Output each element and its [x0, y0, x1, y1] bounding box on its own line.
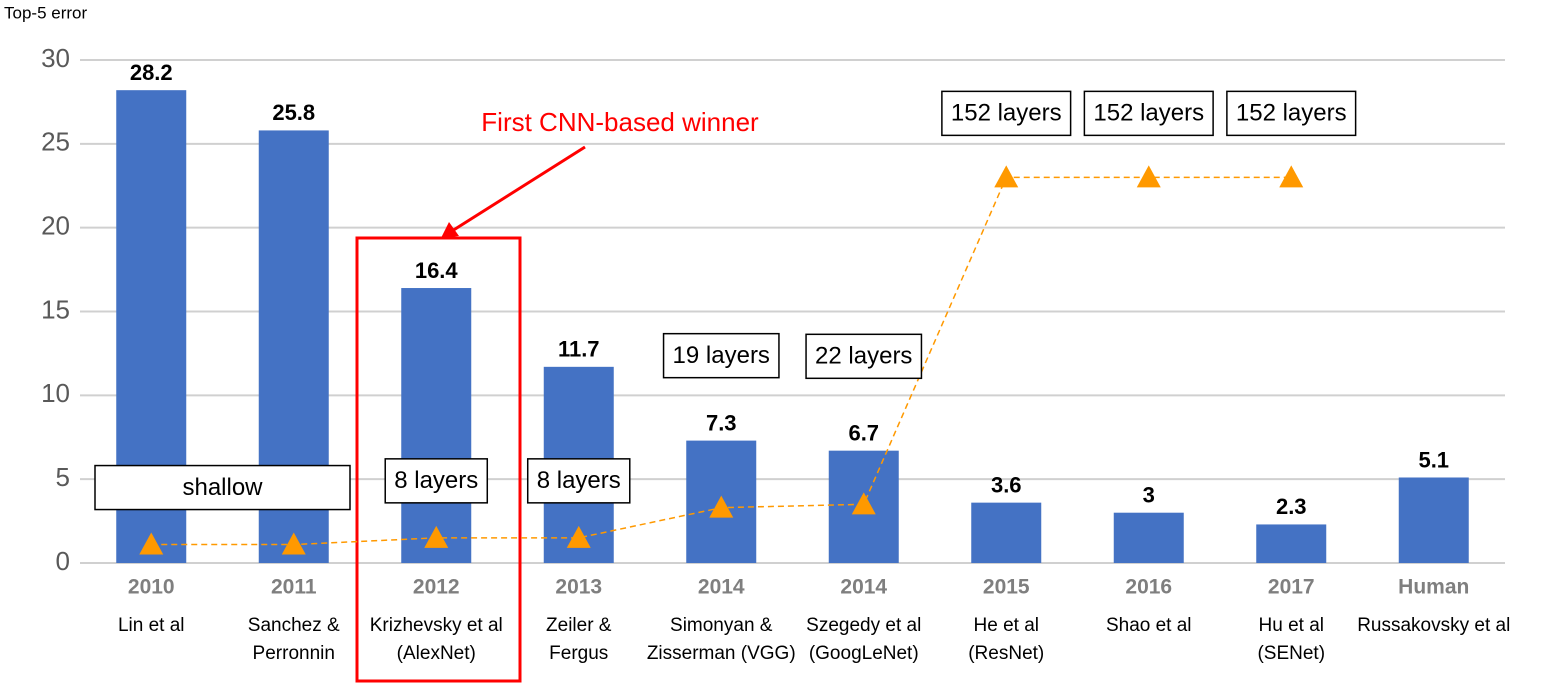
depth-marker: [1279, 165, 1304, 188]
highlight-box: [355, 236, 522, 683]
x-tick-label: 2014: [840, 576, 887, 599]
depth-marker: [566, 525, 591, 548]
value-label: 7.3: [706, 410, 737, 435]
layer-label: 152 layers: [1093, 100, 1204, 127]
layer-label: 8 layers: [537, 467, 621, 494]
y-tick-label: 10: [41, 378, 70, 408]
x-tick-label: 2012: [413, 576, 460, 599]
author-label: Perronnin: [253, 643, 335, 664]
value-label: 2.3: [1276, 494, 1307, 519]
layer-label: 152 layers: [1236, 100, 1347, 127]
layer-label: 22 layers: [815, 343, 912, 370]
author-label: (SENet): [1257, 643, 1325, 664]
depth-marker: [851, 492, 876, 515]
y-tick-label: 5: [56, 462, 70, 492]
y-tick-label: 30: [41, 43, 70, 73]
author-label: Zisserman (VGG): [647, 643, 796, 664]
layer-label: 152 layers: [951, 100, 1062, 127]
author-label: Russakovsky et al: [1357, 615, 1510, 636]
x-tick-label: 2014: [698, 576, 745, 599]
bar: [401, 288, 472, 563]
bar: [971, 502, 1042, 563]
value-label: 25.8: [272, 100, 315, 125]
value-label: 28.2: [130, 60, 173, 85]
value-label: 6.7: [848, 420, 879, 445]
x-tick-label: Human: [1398, 576, 1469, 599]
layer-box: [662, 332, 780, 379]
depth-marker: [994, 165, 1019, 188]
annotation-arrow: [451, 145, 586, 233]
layer-box: [941, 90, 1072, 137]
layer-label: shallow: [182, 474, 263, 501]
author-label: (GoogLeNet): [809, 643, 919, 664]
layer-box: [94, 464, 351, 511]
bar: [1256, 524, 1327, 563]
x-tick-label: 2017: [1268, 576, 1315, 599]
layer-box: [384, 458, 489, 504]
author-label: He et al: [974, 615, 1039, 636]
x-tick-label: 2010: [128, 576, 175, 599]
bar: [1398, 477, 1469, 563]
layer-label: 8 layers: [394, 467, 478, 494]
author-label: Simonyan &: [670, 615, 773, 636]
y-tick-label: 0: [56, 546, 70, 576]
y-tick-label: 20: [41, 211, 70, 241]
depth-marker: [139, 532, 164, 555]
x-tick-label: 2011: [271, 576, 317, 599]
author-label: Zeiler &: [546, 615, 612, 636]
depth-marker: [281, 532, 306, 555]
author-label: Fergus: [549, 643, 608, 664]
y-tick-label: 15: [41, 294, 70, 324]
author-label: Sanchez &: [248, 615, 340, 636]
value-label: 3: [1143, 483, 1155, 508]
y-axis-label: Top-5 error: [4, 3, 87, 22]
layer-box: [1226, 90, 1357, 137]
layer-label: 19 layers: [673, 342, 770, 369]
value-label: 11.7: [558, 337, 600, 362]
author-label: Szegedy et al: [806, 615, 921, 636]
author-label: Krizhevsky et al: [370, 615, 503, 636]
x-tick-label: 2013: [555, 576, 602, 599]
author-label: Lin et al: [118, 615, 185, 636]
author-label: (ResNet): [968, 643, 1044, 664]
x-tick-label: 2016: [1125, 576, 1172, 599]
value-label: 5.1: [1418, 447, 1449, 472]
depth-marker: [709, 495, 734, 518]
value-label: 16.4: [415, 258, 459, 283]
layer-box: [1083, 90, 1214, 137]
layer-box: [805, 333, 923, 380]
layer-box: [526, 458, 631, 504]
depth-marker: [424, 525, 449, 548]
x-tick-label: 2015: [983, 576, 1030, 599]
author-label: Shao et al: [1106, 615, 1192, 636]
bar: [1113, 512, 1184, 563]
arrow-head: [441, 222, 459, 238]
y-tick-label: 25: [41, 127, 70, 157]
depth-marker: [1136, 165, 1161, 188]
author-label: Hu et al: [1259, 615, 1324, 636]
value-label: 3.6: [991, 472, 1022, 497]
annotation: First CNN-based winner: [481, 107, 759, 137]
author-label: (AlexNet): [397, 643, 476, 664]
